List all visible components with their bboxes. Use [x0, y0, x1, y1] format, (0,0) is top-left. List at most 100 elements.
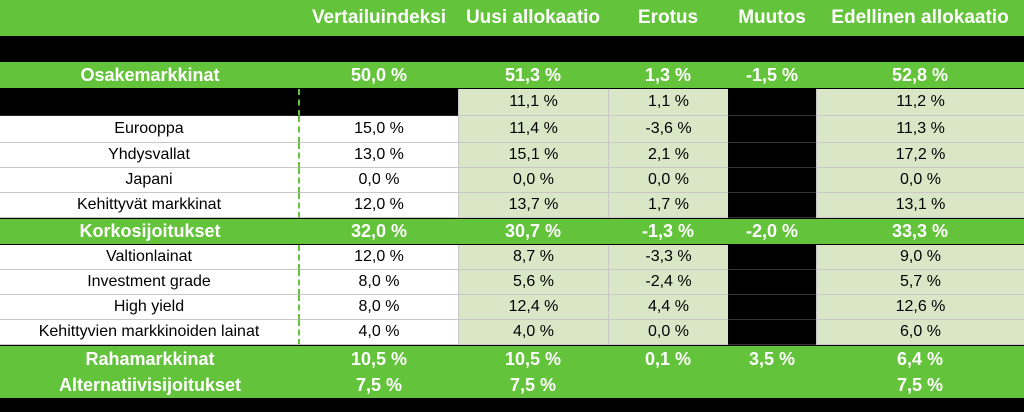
difference-value [608, 372, 728, 398]
benchmark-value: 50,0 % [350, 64, 408, 85]
row-label: High yield [0, 295, 300, 320]
difference-value: 1,3 % [644, 64, 692, 85]
row-label: Investment grade [0, 270, 300, 295]
table-row: Valtionlainat 12,0 % 8,7 % -3,3 % 9,0 % [0, 245, 1024, 270]
new-allocation-value: 30,7 % [504, 221, 562, 241]
previous-allocation-value: 5,7 % [816, 270, 1024, 295]
previous-allocation-value: 0,0 % [816, 168, 1024, 193]
new-allocation-value: 15,1 % [458, 143, 608, 168]
new-allocation-value: 4,0 % [458, 320, 608, 345]
previous-allocation-value: 9,0 % [816, 245, 1024, 270]
benchmark-value: 10,5 % [350, 348, 408, 369]
table-row: Kehittyvien markkinoiden lainat 4,0 % 4,… [0, 320, 1024, 345]
previous-allocation-value: 6,0 % [816, 320, 1024, 345]
benchmark-value: 32,0 % [350, 221, 408, 241]
benchmark-value: 8,0 % [300, 270, 458, 295]
row-label: Osakemarkkinat [80, 64, 220, 85]
row-label: Kehittyvien markkinoiden lainat [0, 320, 300, 345]
header-previous-allocation: Edellinen allokaatio [831, 7, 1009, 28]
benchmark-value: 12,0 % [300, 245, 458, 270]
difference-value: -3,3 % [608, 245, 728, 270]
table-row-major: Rahamarkkinat 10,5 % 10,5 % 0,1 % 3,5 % … [0, 346, 1024, 372]
benchmark-value: 0,0 % [300, 168, 458, 193]
row-label: Eurooppa [0, 116, 300, 143]
difference-value: 2,1 % [608, 143, 728, 168]
difference-value: 0,0 % [608, 168, 728, 193]
benchmark-value-redacted [300, 89, 458, 116]
previous-allocation-value: 17,2 % [816, 143, 1024, 168]
previous-allocation-value: 33,3 % [891, 221, 949, 241]
header-blank-cell [0, 0, 300, 36]
difference-value: 1,1 % [608, 89, 728, 116]
header-new-allocation: Uusi allokaatio [465, 7, 601, 28]
previous-allocation-value: 6,4 % [896, 348, 944, 369]
new-allocation-value: 13,7 % [458, 193, 608, 218]
previous-allocation-value: 7,5 % [896, 374, 944, 395]
change-value [728, 372, 816, 398]
change-value-redacted [728, 89, 816, 116]
row-label: Korkosijoitukset [79, 221, 221, 241]
difference-value: 4,4 % [608, 295, 728, 320]
benchmark-value: 7,5 % [355, 374, 403, 395]
previous-allocation-value: 11,2 % [816, 89, 1024, 116]
change-value: -1,5 % [745, 64, 799, 85]
new-allocation-value: 51,3 % [504, 64, 562, 85]
new-allocation-value: 8,7 % [458, 245, 608, 270]
table-row: Kehittyvät markkinat 12,0 % 13,7 % 1,7 %… [0, 193, 1024, 218]
table-row: 11,1 % 1,1 % 11,2 % [0, 89, 1024, 116]
row-label: Kehittyvät markkinat [0, 193, 300, 218]
black-band [0, 36, 1024, 60]
change-value: 3,5 % [748, 348, 796, 369]
row-label: Valtionlainat [0, 245, 300, 270]
difference-value: 0,0 % [608, 320, 728, 345]
row-label: Yhdysvallat [0, 143, 300, 168]
table-row-major: Alternatiivisijoitukset 7,5 % 7,5 % 7,5 … [0, 372, 1024, 398]
header-benchmark: Vertailuindeksi [311, 7, 447, 28]
new-allocation-value: 10,5 % [504, 348, 562, 369]
change-value-redacted [728, 270, 816, 295]
difference-value: -3,6 % [608, 116, 728, 143]
difference-value: 1,7 % [608, 193, 728, 218]
previous-allocation-value: 11,3 % [816, 116, 1024, 143]
previous-allocation-value: 13,1 % [816, 193, 1024, 218]
new-allocation-value: 12,4 % [458, 295, 608, 320]
table-row: Eurooppa 15,0 % 11,4 % -3,6 % 11,3 % [0, 116, 1024, 143]
change-value: -2,0 % [745, 221, 799, 241]
new-allocation-value: 7,5 % [509, 374, 557, 395]
table-row: High yield 8,0 % 12,4 % 4,4 % 12,6 % [0, 295, 1024, 320]
table-row: Yhdysvallat 13,0 % 15,1 % 2,1 % 17,2 % [0, 143, 1024, 168]
new-allocation-value: 11,1 % [458, 89, 608, 116]
new-allocation-value: 5,6 % [458, 270, 608, 295]
change-value-redacted [728, 143, 816, 168]
row-label: Japani [0, 168, 300, 193]
benchmark-value: 8,0 % [300, 295, 458, 320]
header-row: Vertailuindeksi Uusi allokaatio Erotus M… [0, 0, 1024, 36]
table-row: Investment grade 8,0 % 5,6 % -2,4 % 5,7 … [0, 270, 1024, 295]
row-label: Rahamarkkinat [85, 348, 215, 369]
difference-value: 0,1 % [644, 348, 692, 369]
change-value-redacted [728, 193, 816, 218]
new-allocation-value: 11,4 % [458, 116, 608, 143]
header-change: Muutos [738, 7, 806, 28]
benchmark-value: 12,0 % [300, 193, 458, 218]
table-row-major: Osakemarkkinat 50,0 % 51,3 % 1,3 % -1,5 … [0, 62, 1024, 88]
new-allocation-value: 0,0 % [458, 168, 608, 193]
header-difference: Erotus [637, 7, 699, 28]
row-label: Alternatiivisijoitukset [58, 374, 242, 395]
change-value-redacted [728, 116, 816, 143]
difference-value: -1,3 % [641, 221, 695, 241]
difference-value: -2,4 % [608, 270, 728, 295]
change-value-redacted [728, 245, 816, 270]
change-value-redacted [728, 168, 816, 193]
change-value-redacted [728, 320, 816, 345]
row-label-redacted [0, 89, 300, 116]
benchmark-value: 13,0 % [300, 143, 458, 168]
table-row: Japani 0,0 % 0,0 % 0,0 % 0,0 % [0, 168, 1024, 193]
previous-allocation-value: 52,8 % [891, 64, 949, 85]
table-row-major: Korkosijoitukset 32,0 % 30,7 % -1,3 % -2… [0, 219, 1024, 244]
benchmark-value: 4,0 % [300, 320, 458, 345]
change-value-redacted [728, 295, 816, 320]
previous-allocation-value: 12,6 % [816, 295, 1024, 320]
benchmark-value: 15,0 % [300, 116, 458, 143]
